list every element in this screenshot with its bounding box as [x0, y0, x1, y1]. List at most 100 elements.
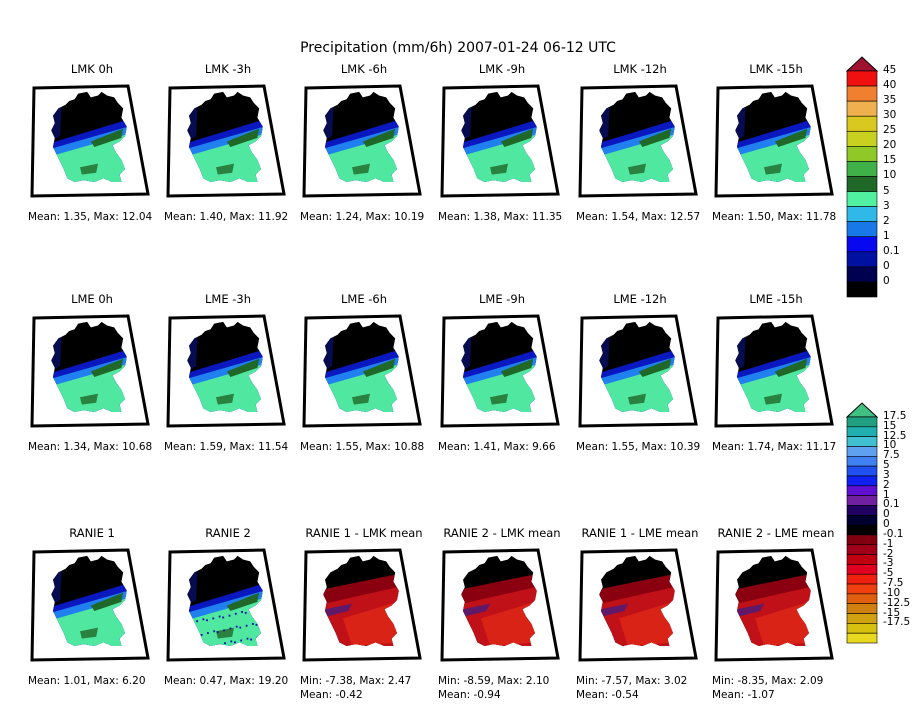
panel-title: LMK 0h: [70, 62, 114, 76]
colorbar-tick-label: -7.5: [883, 577, 904, 590]
colorbar-tick-label: 10: [883, 439, 897, 452]
colorbar-graphic: [845, 56, 879, 298]
colorbar-tick-label: 2: [883, 214, 890, 227]
colorbar-tick-label: 20: [883, 139, 897, 152]
map-panel: LME -3h Mean: 1.59, Max: 11.54: [164, 292, 290, 482]
panel-title: LME -6h: [340, 292, 387, 306]
map-panel: RANIE 1 Mean: 1.01, Max: 6.20: [28, 526, 154, 716]
panel-stats: Min: -8.59, Max: 2.10: [438, 675, 550, 687]
colorbar-tick-label: 3: [883, 199, 890, 212]
map-panel: LME 0h Mean: 1.34, Max: 10.68: [28, 292, 154, 482]
colorbar-tick-label: -12.5: [883, 596, 911, 609]
panel-stats: Mean: -0.54: [576, 689, 639, 701]
panel-title: LMK -3h: [204, 62, 252, 76]
panel-title: RANIE 1 - LME mean: [581, 526, 699, 540]
map-diff: [578, 548, 698, 662]
map-precip: [578, 84, 698, 198]
colorbar-tick-label: 17.5: [883, 410, 907, 422]
panel-stats: Mean: 0.47, Max: 19.20: [164, 675, 289, 687]
panel-title: LME 0h: [71, 292, 113, 306]
panel-title: RANIE 1: [69, 526, 115, 540]
map-panel: LME -15h Mean: 1.74, Max: 11.17: [712, 292, 838, 482]
map-precip: [30, 548, 150, 662]
panel-stats: Min: -8.35, Max: 2.09: [712, 675, 824, 687]
panel-stats: Mean: 1.38, Max: 11.35: [438, 211, 563, 223]
panel-title: RANIE 1 - LMK mean: [305, 526, 423, 540]
colorbar-tick-label: 5: [883, 184, 890, 197]
panel-stats: Mean: 1.41, Max: 9.66: [438, 441, 556, 453]
panel-stats: Mean: -0.94: [438, 689, 501, 701]
panel-title: RANIE 2 - LME mean: [717, 526, 835, 540]
colorbar-graphic: [845, 402, 879, 644]
colorbar-tick-label: -5: [883, 567, 894, 580]
panel-stats: Mean: 1.01, Max: 6.20: [28, 675, 146, 687]
colorbar-tick-label: 12.5: [883, 429, 907, 442]
panel-title: LME -12h: [613, 292, 667, 306]
map-precip: [166, 84, 286, 198]
colorbar-tick-label: 15: [883, 419, 897, 432]
map-panel: LME -6h Mean: 1.55, Max: 10.88: [300, 292, 426, 482]
colorbar-tick-label: 7.5: [883, 449, 900, 462]
map-diff: [714, 548, 834, 662]
map-panel: RANIE 2 - LMK mean Min: -8.59, Max: 2.10 M…: [438, 526, 564, 716]
colorbar-tick-label: 2: [883, 478, 890, 491]
colorbar-tick-label: 0: [883, 274, 890, 287]
precip-colorbar: 45 40 35 30 25 20 15 10 5 3 2 1 0.1 0 0: [845, 56, 900, 304]
map-diff: [302, 548, 422, 662]
map-precip: [440, 314, 560, 428]
map-panel: LMK -15h Mean: 1.50, Max: 11.78: [712, 62, 838, 252]
panel-stats: Mean: 1.55, Max: 10.88: [300, 441, 425, 453]
colorbar-tick-label: 40: [883, 79, 897, 92]
map-precip: [302, 314, 422, 428]
panel-title: LME -9h: [478, 292, 525, 306]
map-diff: [440, 548, 560, 662]
panel-stats: Mean: 1.50, Max: 11.78: [712, 211, 837, 223]
colorbar-tick-label: 5: [883, 459, 890, 472]
panel-stats: Mean: -1.07: [712, 689, 775, 701]
panel-stats: Mean: 1.59, Max: 11.54: [164, 441, 289, 453]
colorbar-tick-label: 0: [883, 518, 890, 531]
map-precip: [578, 314, 698, 428]
panel-stats: Mean: -0.42: [300, 689, 363, 701]
colorbar-tick-label: -15: [883, 606, 901, 619]
colorbar-tick-label: 45: [883, 64, 897, 76]
panel-stats: Mean: 1.34, Max: 10.68: [28, 441, 153, 453]
map-panel: RANIE 1 - LME mean Min: -7.57, Max: 3.02 M…: [576, 526, 702, 716]
panel-title: RANIE 2: [205, 526, 251, 540]
panel-stats: Min: -7.57, Max: 3.02: [576, 675, 688, 687]
panel-stats: Mean: 1.24, Max: 10.19: [300, 211, 425, 223]
panel-title: LMK -12h: [613, 62, 667, 76]
colorbar-tick-label: -3: [883, 557, 894, 570]
map-precip-speckle: [166, 548, 286, 662]
colorbar-tick-label: 1: [883, 488, 890, 501]
colorbar-tick-label: -1: [883, 537, 894, 550]
panel-title: LMK -9h: [478, 62, 526, 76]
colorbar-tick-label: 15: [883, 154, 897, 167]
colorbar-tick-label: 25: [883, 124, 897, 137]
panel-stats: Mean: 1.74, Max: 11.17: [712, 441, 837, 453]
map-panel: LMK -12h Mean: 1.54, Max: 12.57: [576, 62, 702, 252]
map-panel: LME -12h Mean: 1.55, Max: 10.39: [576, 292, 702, 482]
panel-title: LMK -15h: [749, 62, 803, 76]
map-precip: [302, 84, 422, 198]
colorbar-tick-label: 3: [883, 468, 890, 481]
map-precip: [714, 84, 834, 198]
panel-stats: Mean: 1.55, Max: 10.39: [576, 441, 701, 453]
map-precip: [30, 84, 150, 198]
colorbar-tick-label: 35: [883, 94, 897, 107]
panel-title: LME -15h: [749, 292, 803, 306]
colorbar-tick-label: 0.1: [883, 244, 900, 257]
difference-colorbar: 17.5 15 12.5 10 7.5 5 3 2 1 0.1 0 0 -0.1 -1 -2 -3 -5 -7.5…: [845, 402, 910, 650]
colorbar-tick-label: 30: [883, 109, 897, 122]
map-panel: LME -9h Mean: 1.41, Max: 9.66: [438, 292, 564, 482]
colorbar-tick-label: 0.1: [883, 498, 900, 511]
map-panel: LMK -6h Mean: 1.24, Max: 10.19: [300, 62, 426, 252]
map-precip: [440, 84, 560, 198]
map-precip: [714, 314, 834, 428]
map-panel: LMK 0h Mean: 1.35, Max: 12.04: [28, 62, 154, 252]
panel-title: LMK -6h: [340, 62, 388, 76]
colorbar-tick-label: -2: [883, 547, 894, 560]
map-precip: [30, 314, 150, 428]
colorbar-tick-label: -17.5: [883, 616, 911, 629]
panel-stats: Mean: 1.54, Max: 12.57: [576, 211, 701, 223]
